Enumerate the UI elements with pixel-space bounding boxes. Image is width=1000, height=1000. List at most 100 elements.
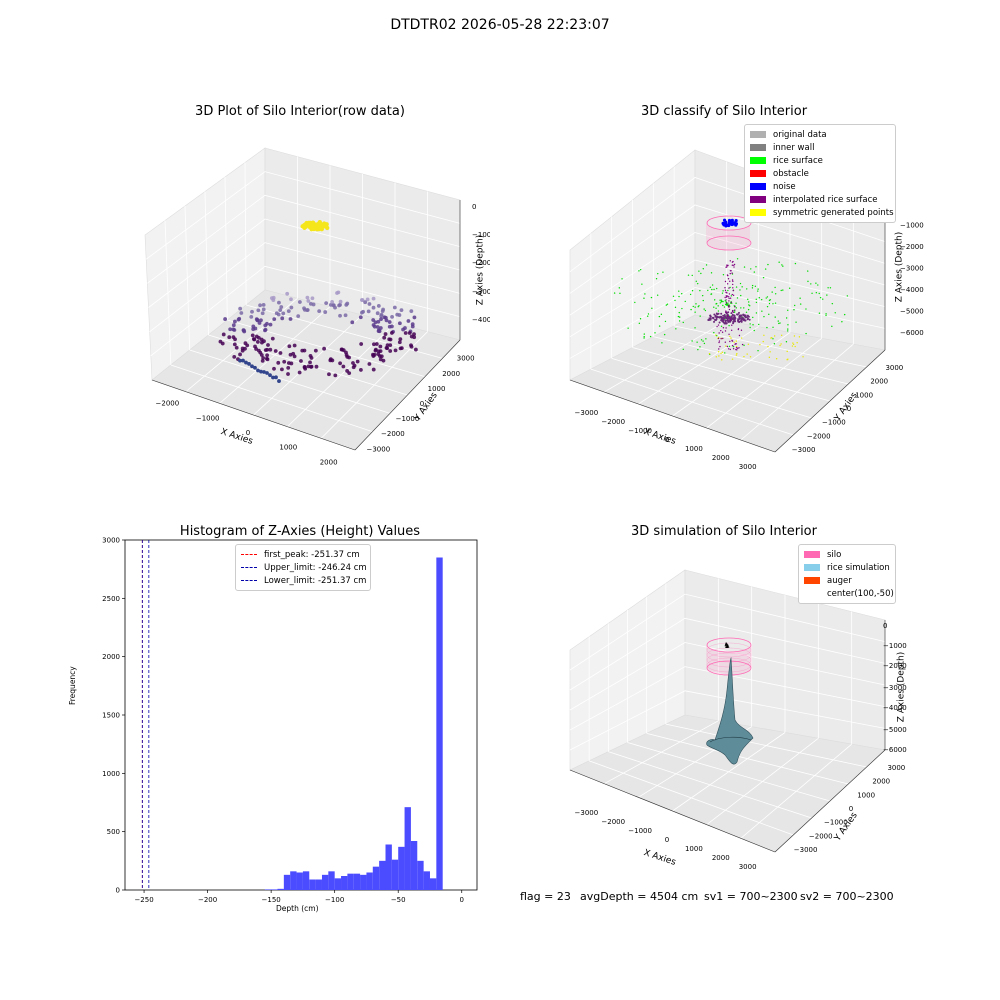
rice-point [658, 315, 661, 318]
point [371, 318, 376, 322]
y-tick-label: −2000 [381, 430, 405, 438]
rice-point [722, 290, 724, 292]
rice-point [736, 297, 739, 299]
point [291, 351, 296, 356]
sym-point [786, 350, 788, 353]
point [282, 359, 287, 364]
legend-entry: center(100,-50) [804, 587, 894, 600]
rice-point [774, 302, 777, 304]
legend-entry: original data [750, 128, 890, 141]
interp-point [733, 319, 736, 322]
rice-point [678, 320, 681, 322]
rice-point [681, 293, 683, 295]
point [277, 300, 281, 305]
classify-plot-3d[interactable]: −3000−2000−10000100020003000−3000−2000−1… [555, 130, 925, 470]
histogram-bar [429, 878, 437, 890]
legend-entry: auger [804, 574, 890, 587]
point [387, 337, 392, 342]
point [251, 337, 256, 341]
rice-point [696, 341, 698, 343]
rice-point [707, 289, 709, 292]
legend-entry: rice surface [750, 154, 890, 167]
point [403, 331, 408, 335]
interp-point [724, 280, 727, 283]
interp-point [718, 348, 720, 350]
point [274, 375, 278, 380]
point [317, 309, 322, 314]
sym-point [773, 335, 776, 337]
rice-point [793, 304, 796, 307]
interp-point [726, 345, 729, 348]
rice-point [805, 332, 807, 335]
point [280, 367, 284, 372]
point [306, 364, 311, 369]
interp-point [727, 274, 729, 277]
interp-point [721, 331, 724, 333]
point [379, 317, 383, 322]
sym-point [769, 351, 771, 353]
legend-entry: first_peak: -251.37 cm [241, 548, 365, 561]
point [376, 304, 381, 308]
rice-point [650, 296, 653, 299]
noise-point [724, 220, 728, 224]
interp-point [726, 295, 729, 297]
rice-point [619, 292, 621, 295]
legend-swatch [750, 144, 766, 151]
interp-point [726, 283, 729, 285]
rice-point [795, 321, 797, 323]
x-tick-label: 0 [665, 836, 669, 844]
histogram-bar [360, 874, 367, 890]
rice-point [700, 272, 702, 275]
rice-point [643, 335, 645, 338]
rice-point [678, 295, 680, 298]
sym-point [796, 341, 798, 344]
rice-point [762, 276, 765, 279]
rice-point [621, 278, 623, 280]
rice-point [841, 321, 843, 323]
point [380, 309, 385, 314]
histogram-chart[interactable]: −250 −200 −150 −100 −50 0 0 500 1000 1500 2000 2500… [80, 530, 490, 920]
point [392, 305, 397, 310]
legend-label: interpolated rice surface [773, 194, 878, 205]
point [378, 344, 383, 349]
interp-point [728, 308, 731, 311]
point [367, 302, 372, 306]
sym-point [731, 358, 734, 360]
legend-entry: Lower_limit: -251.37 cm [241, 574, 366, 587]
rice-point [699, 289, 701, 292]
interp-point [728, 333, 730, 336]
simulation-plot-title: 3D simulation of Silo Interior [631, 524, 817, 539]
simulation-plot-3d[interactable]: −3000−2000−10000100020003000−3000−2000−1… [555, 550, 925, 890]
rice-point [826, 294, 828, 296]
interp-point [732, 294, 735, 297]
x-tick-label: −3000 [575, 409, 599, 417]
point [352, 363, 357, 368]
y-tick-label: −2000 [809, 832, 833, 840]
rice-point [618, 287, 621, 289]
point [306, 299, 311, 303]
rice-point [730, 295, 732, 297]
rice-point [771, 291, 773, 293]
rice-point [681, 307, 683, 310]
rice-point [829, 287, 832, 289]
point [263, 323, 268, 328]
rice-point [703, 342, 706, 345]
interp-point [725, 291, 727, 294]
interp-point [726, 315, 729, 317]
rice-point [769, 299, 772, 301]
raw-plot-3d[interactable]: −2000−1000010002000−3000−2000−1000010002… [130, 130, 490, 480]
rice-point [702, 268, 704, 270]
interp-point [729, 260, 732, 262]
rice-point [755, 301, 758, 304]
histogram-bar [341, 876, 348, 890]
point [261, 302, 266, 307]
interp-point [714, 314, 717, 317]
point [360, 298, 365, 302]
z-tick-label: 0 [472, 203, 476, 211]
histogram-bar [353, 873, 361, 890]
point [259, 318, 263, 323]
rice-point [649, 335, 652, 338]
rice-point [811, 292, 813, 295]
rice-point [720, 301, 723, 303]
rice-point [825, 313, 827, 315]
